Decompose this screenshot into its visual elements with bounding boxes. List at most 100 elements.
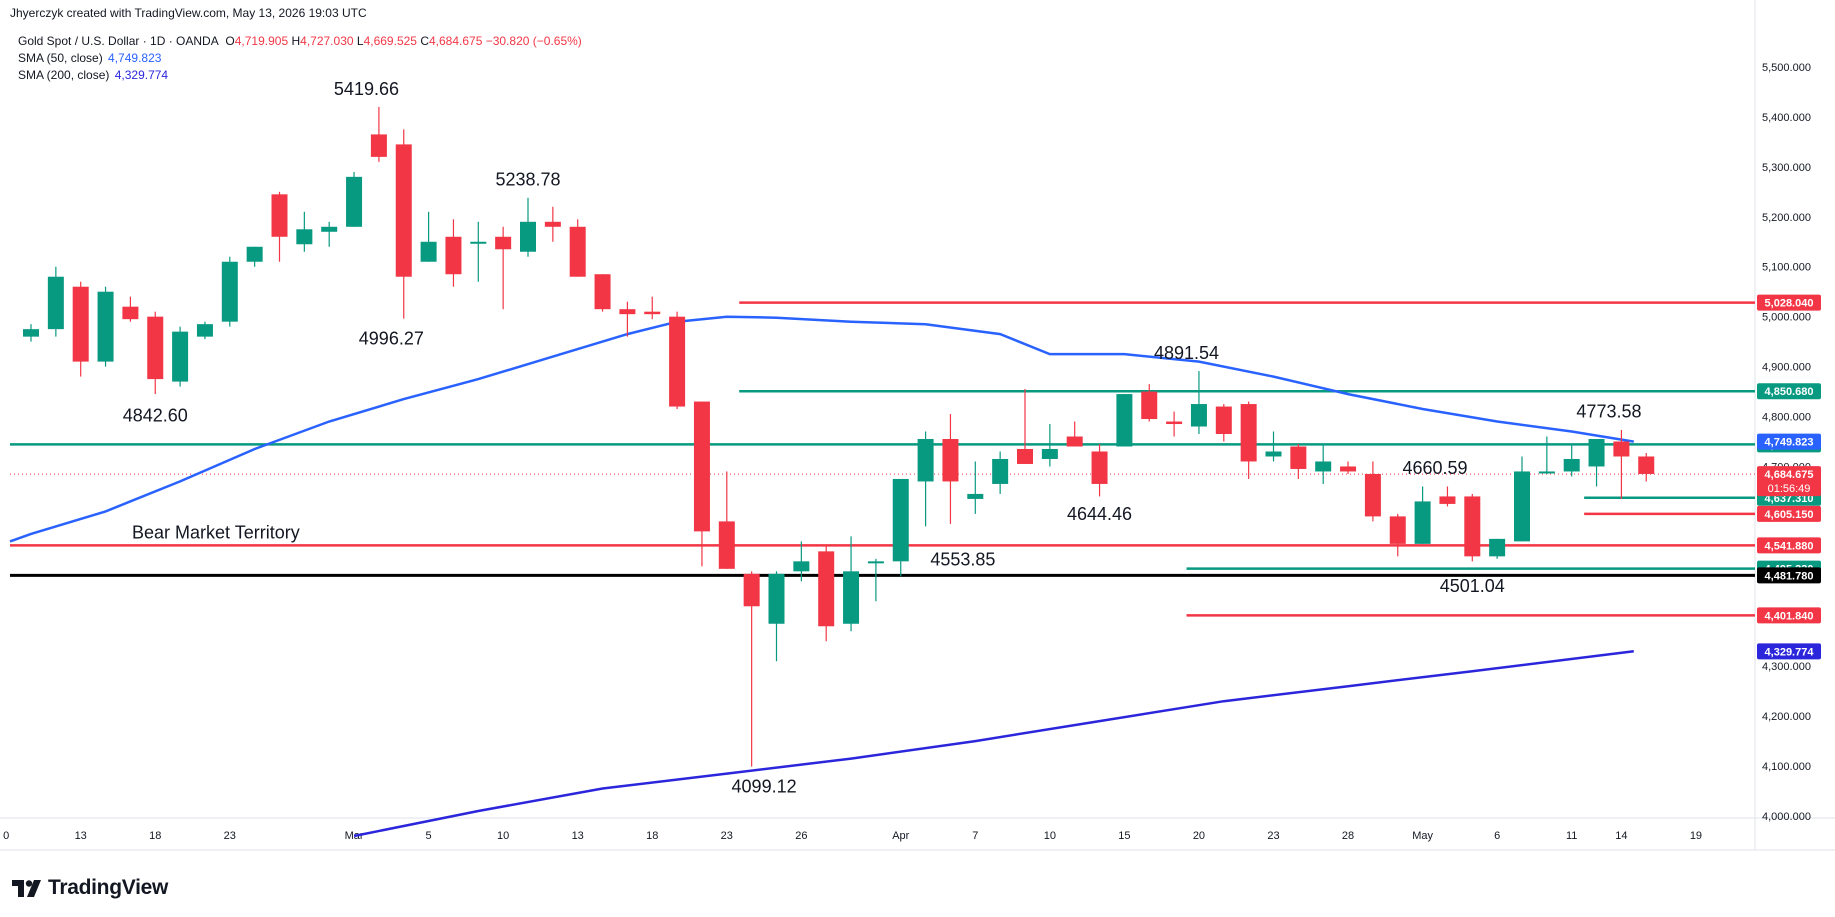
price-tick-label: 5,500.000 [1762,62,1811,74]
tradingview-logo-icon [12,879,41,897]
time-tick-label: 19 [1690,830,1702,842]
candle-body [917,439,934,482]
candle-body [1041,448,1058,459]
candle-body [1116,394,1133,447]
price-tick-label: 4,000.000 [1762,811,1811,823]
price-annotation: 4891.54 [1154,343,1219,363]
candle [843,536,860,632]
time-tick-label: 13 [75,830,87,842]
candle [1389,513,1406,557]
candle [1017,389,1033,464]
candle-body [892,478,909,562]
candle-body [843,571,860,624]
candle-body [1190,404,1207,427]
candle [1066,421,1083,447]
level-price-badge-bg [1757,607,1821,624]
time-tick-label: 18 [149,830,161,842]
price-annotation: 4099.12 [732,777,797,797]
time-tick-label: 20 [1193,830,1205,842]
time-tick-label: 11 [1566,830,1577,842]
candle-body [1166,421,1183,425]
candle [1190,371,1207,435]
candle-body [122,306,139,320]
candle [942,414,959,524]
candle-body [867,561,884,564]
legend-sma200-row[interactable]: SMA (200, close) 4,329.774 [18,68,168,82]
sma-price-badge: 4,749.823 [1765,437,1814,449]
price-annotation: 4660.59 [1402,458,1467,478]
candle-body [669,316,686,407]
candle-body [544,221,561,227]
candle [246,246,263,267]
candle-body [47,276,64,330]
candle-body [693,401,710,532]
candle-body [221,261,238,322]
candle-body [246,246,263,262]
candle-body [172,331,189,382]
level-price-badge-bg [1757,567,1821,584]
candle-body [818,551,835,627]
candle [370,106,387,162]
time-tick-label: 23 [721,830,733,842]
attribution-header: Jhyerczyk created with TradingView.com, … [10,6,367,20]
ohlc-low-key: L [356,34,364,48]
candle [520,197,536,257]
candle [594,274,611,312]
candle [1315,443,1332,484]
candle-body [619,309,636,315]
sma-price-badge-bg [1757,643,1821,660]
candle [892,478,909,577]
candle-body [321,226,338,232]
candle [693,401,710,567]
candle [1563,443,1580,477]
candle-body [495,236,512,250]
price-tick-label: 4,900.000 [1762,362,1811,374]
time-tick-label: 18 [646,830,658,842]
sma50-value: 4,749.823 [108,51,162,65]
time-tick-label: 10 [1044,830,1056,842]
candle-body [370,134,387,157]
candle-body [1141,391,1158,420]
ohlc-open-key: O [225,34,235,48]
candle-body [271,194,288,237]
candle [147,311,164,395]
tradingview-brand[interactable]: TradingView [12,876,168,900]
candle [321,221,338,247]
candle-body [1290,446,1307,469]
candle-body [718,521,735,569]
time-tick-label: 6 [1494,830,1500,842]
price-annotation: 4644.46 [1067,504,1132,524]
candle-body [1588,439,1605,467]
last-price-badge-bg [1757,466,1821,497]
candle [296,211,313,252]
candle-body [445,236,462,275]
candle-body [97,291,114,362]
candle-body [793,561,810,572]
price-tick-label: 4,300.000 [1762,661,1811,673]
time-tick-label: May [1412,830,1433,842]
candle [619,301,636,337]
candle-body [1489,538,1506,557]
annotations: 5419.66 5238.78 4996.27 4842.60 4099.12 4553.… [123,79,1642,796]
candle-body [296,229,313,245]
time-axis: 0 13 18 23 Mar 5 10 13 18 23 26 Apr 7 10 15 20 23 28 May 6 1… [3,830,1702,842]
candle-body [768,573,785,624]
candle-body [992,458,1009,484]
candle-body [1091,451,1108,484]
candle-body [1017,448,1033,464]
candle-body [1340,466,1357,472]
candle-body [520,221,536,252]
candle-body [743,573,760,607]
candle [271,191,288,262]
time-tick-label: 7 [972,830,978,842]
candle [1041,424,1058,467]
level-price-badge: 4,541.880 [1765,540,1814,552]
candle-body [1638,456,1655,474]
candle [47,266,64,337]
price-annotation: 4996.27 [359,329,424,349]
time-tick-label: 23 [1267,830,1279,842]
legend-sma50-row[interactable]: SMA (50, close) 4,749.823 [18,51,161,65]
candle [395,129,412,319]
candle-body [1240,404,1257,462]
